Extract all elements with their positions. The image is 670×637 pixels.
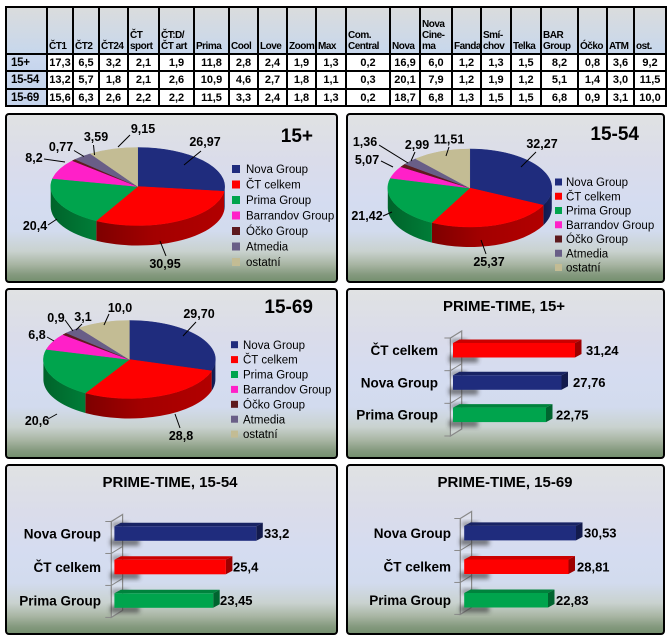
- svg-text:ČT celkem: ČT celkem: [566, 190, 621, 203]
- svg-text:Prima Group: Prima Group: [246, 195, 311, 207]
- svg-text:ČT celkem: ČT celkem: [383, 560, 451, 575]
- svg-text:30,95: 30,95: [149, 257, 180, 271]
- svg-text:Nova Group: Nova Group: [361, 375, 438, 390]
- svg-text:Atmedia: Atmedia: [243, 414, 286, 426]
- svg-text:0,9: 0,9: [47, 311, 64, 325]
- svg-text:30,53: 30,53: [584, 526, 617, 541]
- svg-text:6,8: 6,8: [28, 328, 45, 342]
- svg-text:22,75: 22,75: [556, 407, 589, 422]
- svg-text:15-69: 15-69: [264, 297, 313, 318]
- svg-text:Barrandov Group: Barrandov Group: [243, 385, 331, 397]
- svg-text:29,70: 29,70: [183, 307, 214, 321]
- svg-text:Prima Group: Prima Group: [243, 370, 308, 382]
- svg-text:Nova Group: Nova Group: [566, 177, 628, 189]
- svg-text:ostatní: ostatní: [246, 257, 281, 269]
- svg-text:3,59: 3,59: [84, 130, 108, 144]
- svg-text:Prima Group: Prima Group: [356, 408, 438, 423]
- svg-text:Barrandov Group: Barrandov Group: [566, 220, 654, 232]
- svg-text:PRIME-TIME, 15-54: PRIME-TIME, 15-54: [102, 474, 238, 491]
- svg-text:8,2: 8,2: [25, 151, 42, 165]
- svg-text:Nova Group: Nova Group: [246, 164, 308, 176]
- svg-text:ČT celkem: ČT celkem: [243, 354, 298, 367]
- svg-text:Óčko Group: Óčko Group: [243, 398, 305, 411]
- svg-text:ČT celkem: ČT celkem: [370, 343, 438, 358]
- svg-text:15-54: 15-54: [590, 124, 639, 145]
- svg-text:21,42: 21,42: [351, 209, 382, 223]
- svg-text:ostatní: ostatní: [566, 263, 601, 275]
- svg-text:Nova Group: Nova Group: [243, 340, 305, 352]
- svg-text:PRIME-TIME, 15-69: PRIME-TIME, 15-69: [437, 474, 572, 491]
- svg-text:32,27: 32,27: [526, 137, 557, 151]
- svg-text:33,2: 33,2: [264, 526, 289, 541]
- svg-text:20,6: 20,6: [25, 414, 49, 428]
- svg-text:26,97: 26,97: [189, 135, 220, 149]
- svg-text:27,76: 27,76: [573, 375, 606, 390]
- svg-text:25,37: 25,37: [473, 255, 504, 269]
- svg-text:Nova Group: Nova Group: [24, 526, 101, 541]
- svg-text:3,1: 3,1: [74, 310, 91, 324]
- svg-text:Nova Group: Nova Group: [374, 526, 451, 541]
- svg-text:22,83: 22,83: [556, 593, 589, 608]
- svg-text:PRIME-TIME, 15+: PRIME-TIME, 15+: [443, 298, 565, 315]
- svg-text:Prima Group: Prima Group: [19, 593, 101, 608]
- svg-text:Prima Group: Prima Group: [566, 206, 631, 218]
- svg-text:9,15: 9,15: [131, 122, 155, 136]
- svg-text:20,4: 20,4: [23, 219, 47, 233]
- svg-text:28,81: 28,81: [577, 559, 610, 574]
- svg-text:Barrandov Group: Barrandov Group: [246, 211, 334, 223]
- svg-text:2,99: 2,99: [405, 138, 429, 152]
- svg-text:25,4: 25,4: [233, 560, 259, 575]
- svg-text:ostatní: ostatní: [243, 429, 278, 441]
- svg-text:ČT celkem: ČT celkem: [33, 560, 101, 575]
- svg-text:Óčko Group: Óčko Group: [566, 233, 628, 246]
- svg-text:28,8: 28,8: [169, 429, 193, 443]
- svg-text:0,77: 0,77: [49, 140, 73, 154]
- svg-text:5,07: 5,07: [355, 153, 379, 167]
- svg-text:Atmedia: Atmedia: [246, 242, 289, 254]
- svg-text:Óčko Group: Óčko Group: [246, 225, 308, 238]
- svg-text:10,0: 10,0: [108, 301, 132, 315]
- svg-text:11,51: 11,51: [434, 133, 465, 147]
- svg-text:31,24: 31,24: [586, 343, 619, 358]
- svg-text:1,36: 1,36: [353, 135, 377, 149]
- svg-text:ČT celkem: ČT celkem: [246, 179, 301, 192]
- svg-text:23,45: 23,45: [220, 593, 253, 608]
- svg-text:Atmedia: Atmedia: [566, 248, 609, 260]
- svg-text:Prima Group: Prima Group: [369, 593, 451, 608]
- svg-text:15+: 15+: [281, 126, 313, 147]
